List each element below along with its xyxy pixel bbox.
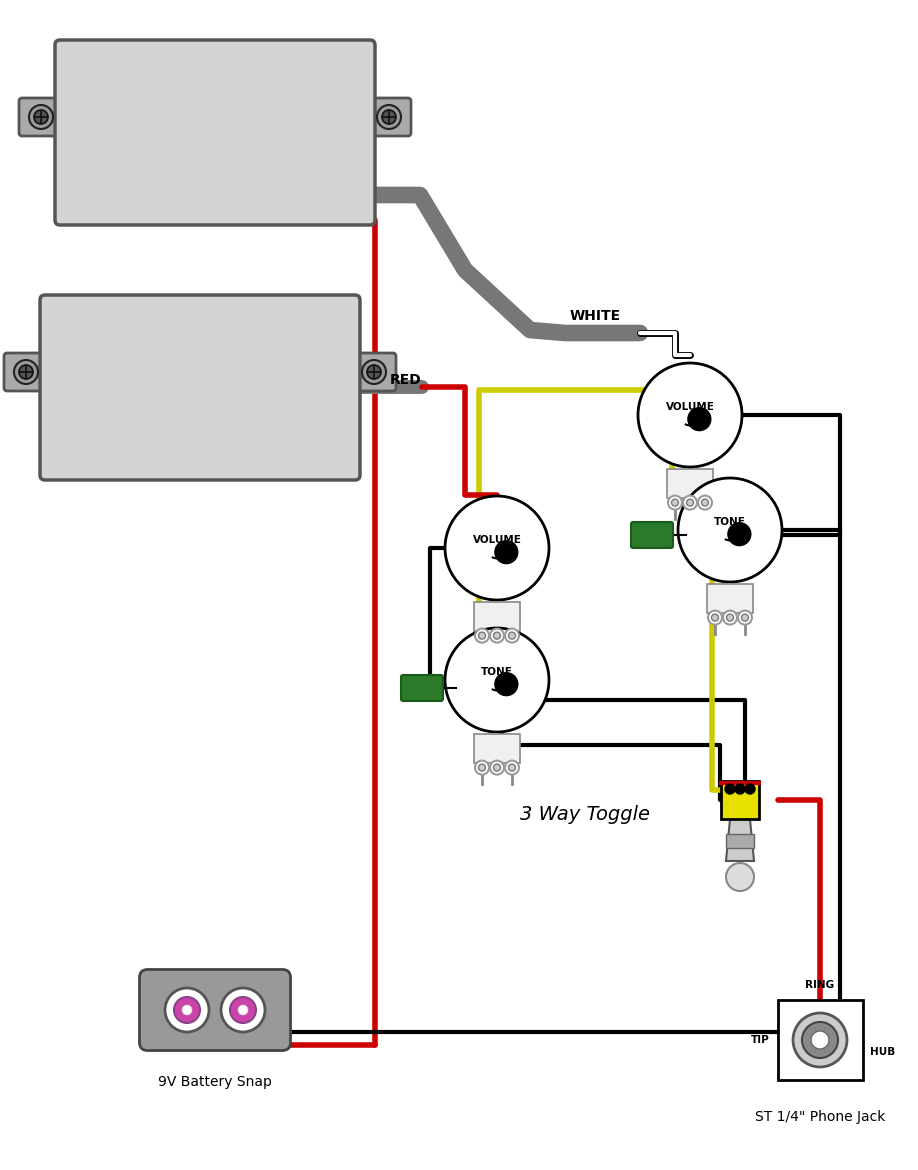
FancyBboxPatch shape <box>4 353 48 391</box>
Bar <box>666 469 713 497</box>
Circle shape <box>174 997 200 1023</box>
FancyBboxPatch shape <box>55 40 375 225</box>
Circle shape <box>478 632 486 639</box>
Circle shape <box>725 784 735 794</box>
Circle shape <box>505 760 519 775</box>
Text: VOLUME: VOLUME <box>666 402 714 412</box>
Circle shape <box>735 784 745 794</box>
FancyBboxPatch shape <box>140 970 290 1051</box>
FancyBboxPatch shape <box>19 98 63 136</box>
Circle shape <box>14 360 38 384</box>
Circle shape <box>793 1013 847 1067</box>
Text: RED: RED <box>390 373 421 387</box>
FancyBboxPatch shape <box>352 353 396 391</box>
FancyBboxPatch shape <box>367 98 411 136</box>
Text: TONE: TONE <box>714 517 746 528</box>
Text: ST 1/4" Phone Jack: ST 1/4" Phone Jack <box>755 1110 885 1124</box>
Circle shape <box>19 365 33 379</box>
Circle shape <box>802 1023 838 1058</box>
Circle shape <box>723 611 737 625</box>
Polygon shape <box>726 819 754 861</box>
Circle shape <box>230 997 256 1023</box>
Circle shape <box>29 105 53 129</box>
FancyBboxPatch shape <box>40 295 360 480</box>
Circle shape <box>678 479 782 581</box>
Circle shape <box>495 673 518 696</box>
Circle shape <box>490 628 504 642</box>
Text: RING: RING <box>805 980 834 990</box>
Circle shape <box>505 628 519 642</box>
Circle shape <box>811 1031 829 1049</box>
Circle shape <box>688 407 711 431</box>
Text: TIP: TIP <box>751 1035 770 1045</box>
Circle shape <box>165 987 209 1032</box>
Circle shape <box>377 105 401 129</box>
Circle shape <box>708 611 722 625</box>
Circle shape <box>475 760 489 775</box>
Circle shape <box>683 496 697 510</box>
Circle shape <box>495 541 518 564</box>
Bar <box>474 603 521 631</box>
Circle shape <box>711 614 719 621</box>
Circle shape <box>742 614 748 621</box>
Text: 9V Battery Snap: 9V Battery Snap <box>158 1075 272 1089</box>
Circle shape <box>367 365 381 379</box>
Circle shape <box>509 632 516 639</box>
Circle shape <box>445 628 549 732</box>
Bar <box>778 1000 863 1080</box>
Circle shape <box>445 496 549 600</box>
Text: 3 Way Toggle: 3 Way Toggle <box>520 805 650 825</box>
Circle shape <box>182 1005 192 1016</box>
Text: HUB: HUB <box>870 1047 895 1057</box>
Circle shape <box>672 500 678 507</box>
Text: WHITE: WHITE <box>569 309 621 323</box>
Circle shape <box>238 1005 248 1016</box>
Circle shape <box>638 363 742 467</box>
Circle shape <box>738 611 752 625</box>
Circle shape <box>34 110 48 124</box>
Bar <box>707 584 754 613</box>
Circle shape <box>509 764 516 771</box>
Circle shape <box>698 496 712 510</box>
Circle shape <box>362 360 386 384</box>
Circle shape <box>745 784 755 794</box>
Circle shape <box>478 764 486 771</box>
Text: TONE: TONE <box>481 667 513 677</box>
Circle shape <box>726 614 733 621</box>
Circle shape <box>668 496 682 510</box>
Circle shape <box>494 632 500 639</box>
Circle shape <box>687 500 693 507</box>
FancyBboxPatch shape <box>401 675 443 701</box>
Circle shape <box>221 987 265 1032</box>
Bar <box>721 782 759 819</box>
Circle shape <box>475 628 489 642</box>
Circle shape <box>701 500 709 507</box>
FancyBboxPatch shape <box>631 522 673 548</box>
Bar <box>726 834 754 848</box>
Circle shape <box>494 764 500 771</box>
Bar <box>474 734 521 763</box>
Circle shape <box>490 760 504 775</box>
Circle shape <box>728 523 751 545</box>
Circle shape <box>726 863 754 892</box>
Text: VOLUME: VOLUME <box>473 535 521 545</box>
Circle shape <box>382 110 396 124</box>
